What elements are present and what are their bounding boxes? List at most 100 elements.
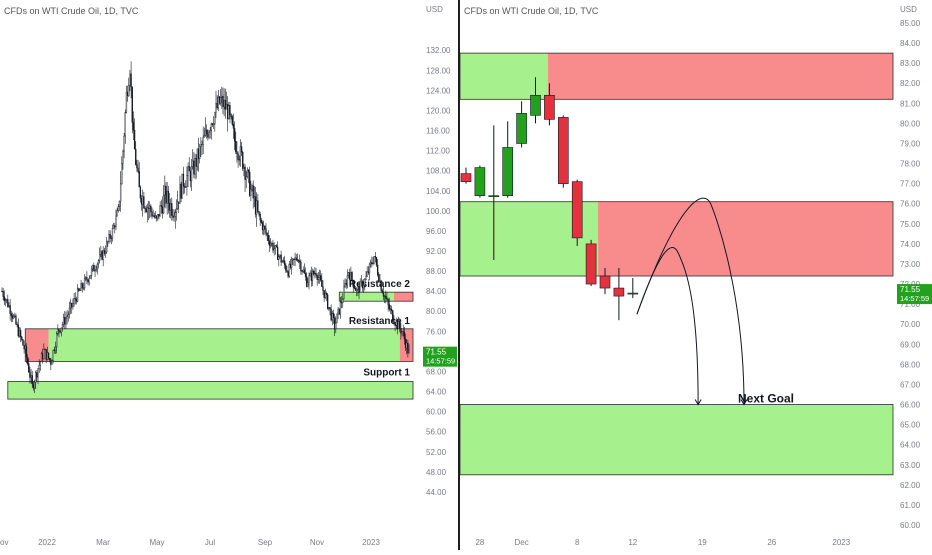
left-candle-body (252, 185, 254, 199)
left-chart-canvas[interactable]: USD 132.00 128.00 124.00 120.00 116.00 112.00 1… (0, 0, 458, 550)
right-y-tick-label: 60.00 (900, 521, 921, 530)
left-candle-body (130, 73, 132, 87)
right-supply-zone-green-part[interactable] (460, 53, 549, 100)
left-chart-panel[interactable]: USD 132.00 128.00 124.00 120.00 116.00 112.00 1… (0, 0, 458, 550)
right-y-tick-label: 62.00 (900, 481, 921, 490)
right-y-tick-label: 84.00 (900, 39, 921, 48)
left-resistance-zone-red-part[interactable] (393, 292, 413, 302)
right-x-tick-label: 12 (628, 538, 637, 547)
left-y-tick-label: 96.00 (426, 227, 447, 236)
left-candle-body (122, 151, 124, 164)
left-candle-body (25, 346, 28, 358)
left-resistance-zone-red-part[interactable] (25, 328, 49, 362)
left-candle-body (24, 346, 26, 350)
left-candle-body (131, 86, 133, 123)
right-chart-canvas[interactable]: USD 85.00 84.00 83.00 82.00 81.00 80.00 79.00 78… (459, 0, 932, 550)
left-candle-body (126, 91, 129, 96)
right-candle-up (530, 94, 541, 116)
left-candle-body (330, 308, 332, 321)
left-candle-body (386, 298, 388, 300)
left-resistance-zone-green-part[interactable] (48, 328, 400, 362)
left-candle-body (383, 295, 386, 297)
left-x-tick-label: Nov (310, 538, 324, 547)
left-candle-body (194, 158, 196, 175)
left-candle-body (165, 185, 167, 204)
left-support-zone[interactable] (7, 381, 414, 400)
left-candle-body (249, 172, 251, 196)
left-candle-body (145, 208, 147, 212)
right-candle-up (474, 167, 486, 196)
left-candle-body (326, 294, 329, 309)
left-candle-body (86, 277, 88, 281)
left-candle-body (65, 317, 67, 325)
right-y-tick-label: 65.00 (900, 421, 921, 430)
right-countdown: 14:57:59 (900, 294, 929, 303)
left-candle-body (361, 281, 364, 289)
left-candle-body (160, 205, 162, 207)
left-y-tick-label: 104.00 (426, 187, 451, 196)
left-candle-body (336, 313, 338, 324)
right-y-tick-label: 78.00 (900, 160, 921, 169)
left-candle-body (208, 131, 210, 138)
left-candle-body (316, 274, 318, 280)
left-candle-body (200, 144, 202, 147)
left-candle-body (71, 303, 73, 308)
left-candle-body (82, 287, 85, 289)
left-candle-body (174, 212, 176, 217)
left-candle-body (374, 256, 376, 258)
left-candle-body (397, 321, 400, 329)
left-candle-body (360, 281, 363, 283)
left-candle-body (95, 269, 97, 271)
left-candle-body (121, 163, 123, 185)
left-candle-body (11, 315, 14, 319)
left-resistance-zone-green-part[interactable] (339, 292, 394, 302)
right-y-tick-label: 75.00 (900, 220, 921, 229)
right-projection-curve[interactable] (636, 246, 699, 405)
left-candle-body (116, 210, 118, 217)
right-y-tick-label: 80.00 (900, 119, 921, 128)
left-resistance-zone-outline[interactable] (338, 291, 414, 302)
right-y-tick-label: 83.00 (900, 59, 921, 68)
left-candle-body (59, 330, 61, 333)
right-supply-zone-red-part[interactable] (598, 201, 893, 277)
right-supply-zone-outline[interactable] (459, 201, 894, 277)
right-demand-zone[interactable] (459, 404, 894, 476)
left-candle-body (365, 275, 367, 280)
right-chart-panel[interactable]: USD 85.00 84.00 83.00 82.00 81.00 80.00 79.00 78… (459, 0, 932, 550)
panel-divider[interactable] (458, 0, 460, 550)
left-candle-body (32, 383, 35, 389)
left-candle-body (161, 206, 164, 214)
right-supply-zone-outline[interactable] (459, 52, 894, 100)
left-candle-body (224, 99, 226, 110)
left-candle-body (26, 357, 29, 364)
left-candle-body (115, 215, 117, 228)
left-candle-body (154, 215, 157, 218)
left-candle-body (293, 258, 295, 260)
left-candle-body (320, 275, 322, 281)
left-candle-body (140, 198, 143, 205)
left-candle-body (132, 122, 135, 131)
right-candle-down (460, 173, 472, 182)
left-candle-body (240, 146, 243, 153)
left-candle-body (282, 260, 285, 263)
left-y-tick-label: 88.00 (426, 267, 447, 276)
left-candle-body (239, 146, 242, 161)
left-candle-body (395, 320, 397, 326)
left-candle-body (253, 196, 256, 199)
left-candle-body (94, 270, 96, 272)
right-x-tick-label: 2023 (832, 538, 850, 547)
left-candle-body (394, 323, 396, 326)
left-candle-body (325, 292, 328, 295)
left-candle-body (185, 186, 187, 188)
left-candle-body (317, 277, 319, 280)
left-candle-body (199, 146, 201, 160)
left-candle-body (149, 205, 151, 209)
right-candle-up (488, 195, 500, 197)
left-candle-body (168, 203, 171, 211)
right-projection-curve[interactable] (636, 197, 745, 405)
left-candle-body (143, 196, 145, 209)
right-supply-zone-red-part[interactable] (548, 53, 893, 100)
left-candle-body (333, 317, 336, 330)
left-candle-body (163, 194, 165, 214)
left-candle-body (242, 152, 244, 169)
